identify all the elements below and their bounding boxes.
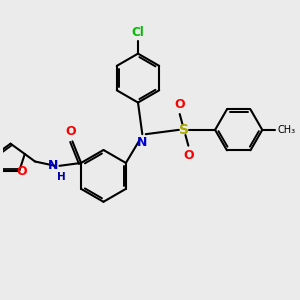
- Text: O: O: [183, 148, 194, 162]
- Text: S: S: [179, 123, 189, 137]
- Text: N: N: [48, 159, 58, 172]
- Text: H: H: [57, 172, 66, 182]
- Text: O: O: [174, 98, 185, 111]
- Text: CH₃: CH₃: [277, 125, 296, 135]
- Text: N: N: [137, 136, 148, 148]
- Text: Cl: Cl: [132, 26, 144, 39]
- Text: O: O: [66, 125, 76, 139]
- Text: O: O: [17, 165, 27, 178]
